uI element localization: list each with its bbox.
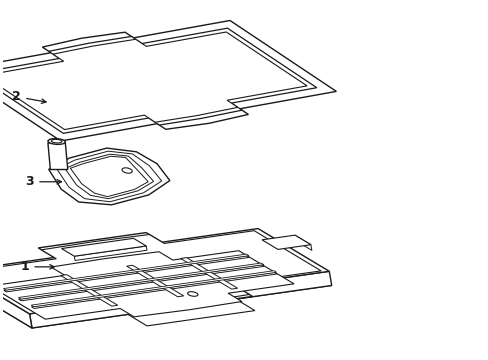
Polygon shape bbox=[48, 143, 68, 170]
Text: 1: 1 bbox=[20, 260, 54, 273]
Ellipse shape bbox=[187, 292, 198, 296]
Polygon shape bbox=[0, 28, 316, 133]
Ellipse shape bbox=[50, 167, 67, 172]
Ellipse shape bbox=[51, 139, 62, 143]
Text: 3: 3 bbox=[25, 175, 61, 188]
Polygon shape bbox=[0, 231, 321, 312]
Polygon shape bbox=[294, 235, 311, 251]
Polygon shape bbox=[0, 21, 336, 141]
Polygon shape bbox=[19, 265, 264, 301]
Text: 2: 2 bbox=[12, 90, 46, 103]
Polygon shape bbox=[29, 271, 331, 328]
Polygon shape bbox=[0, 243, 331, 328]
Polygon shape bbox=[126, 265, 183, 297]
Polygon shape bbox=[0, 273, 32, 328]
Polygon shape bbox=[0, 32, 306, 130]
Polygon shape bbox=[57, 151, 162, 202]
Ellipse shape bbox=[122, 168, 132, 173]
Polygon shape bbox=[262, 235, 310, 249]
Polygon shape bbox=[0, 229, 328, 314]
Polygon shape bbox=[31, 271, 276, 307]
Ellipse shape bbox=[48, 139, 65, 144]
Polygon shape bbox=[3, 254, 248, 290]
Polygon shape bbox=[61, 238, 146, 256]
Polygon shape bbox=[74, 246, 147, 260]
Polygon shape bbox=[49, 148, 169, 205]
Polygon shape bbox=[61, 275, 118, 306]
Polygon shape bbox=[4, 256, 249, 292]
Polygon shape bbox=[180, 258, 237, 289]
Polygon shape bbox=[19, 263, 264, 299]
Polygon shape bbox=[65, 154, 153, 199]
Polygon shape bbox=[0, 251, 293, 319]
Polygon shape bbox=[31, 273, 276, 309]
Polygon shape bbox=[70, 156, 148, 197]
